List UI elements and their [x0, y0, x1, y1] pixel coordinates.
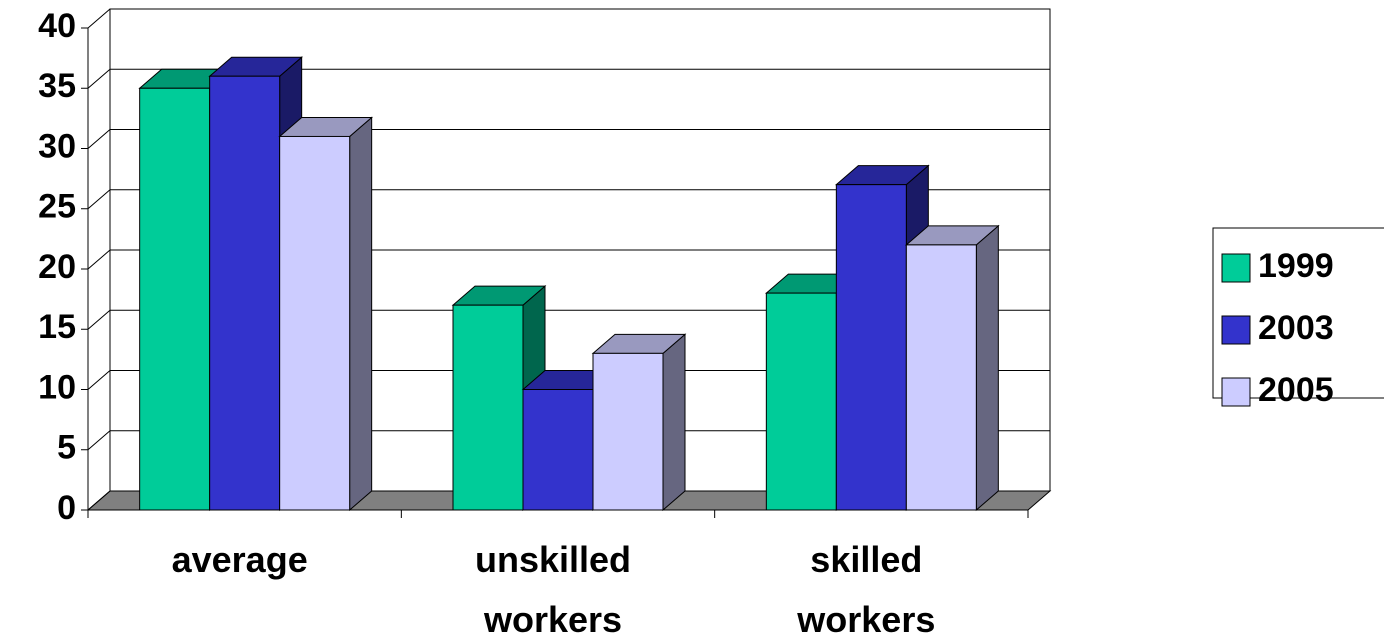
- bar-front: [209, 75, 281, 511]
- y-tick-label: 40: [38, 7, 76, 45]
- grid-line: [87, 490, 111, 511]
- bar-front: [835, 184, 907, 511]
- y-tick-label: 10: [38, 368, 76, 406]
- bar-side: [349, 116, 373, 512]
- grid-line: [87, 430, 111, 451]
- legend-label: 2003: [1258, 309, 1334, 347]
- bar-front: [279, 135, 351, 511]
- bar-front: [765, 292, 837, 511]
- legend-swatch: [1221, 315, 1251, 345]
- bar-front: [139, 87, 211, 511]
- y-tick-label: 35: [38, 67, 76, 105]
- x-tick-label: unskilled workers: [475, 539, 631, 640]
- grid-line: [87, 129, 111, 149]
- bar-front: [905, 244, 977, 511]
- y-tick-label: 25: [38, 188, 76, 226]
- x-tick-label: skilled workers: [796, 539, 935, 640]
- y-tick-label: 5: [57, 429, 76, 467]
- y-tick-label: 15: [38, 308, 76, 346]
- grid-line: [87, 68, 111, 89]
- grid-line: [87, 249, 111, 270]
- y-tick-label: 30: [38, 127, 76, 165]
- y-tick-label: 20: [38, 248, 76, 286]
- grid-line: [87, 8, 111, 29]
- bar-front: [522, 389, 594, 511]
- y-tick-label: 0: [57, 489, 76, 527]
- bar-front: [452, 304, 524, 511]
- x-tick-label: average: [172, 539, 308, 580]
- grid-line: [87, 189, 111, 210]
- bar-front: [592, 352, 664, 511]
- legend-label: 2005: [1258, 371, 1334, 409]
- grid-line: [87, 370, 111, 390]
- legend-label: 1999: [1258, 247, 1334, 285]
- bar-side: [662, 333, 686, 512]
- bar-side: [975, 224, 999, 512]
- legend-swatch: [1221, 253, 1251, 283]
- legend-swatch: [1221, 377, 1251, 407]
- bar: [904, 224, 1000, 512]
- grid-line: [87, 309, 111, 330]
- bar: [591, 333, 687, 512]
- bar: [278, 116, 374, 512]
